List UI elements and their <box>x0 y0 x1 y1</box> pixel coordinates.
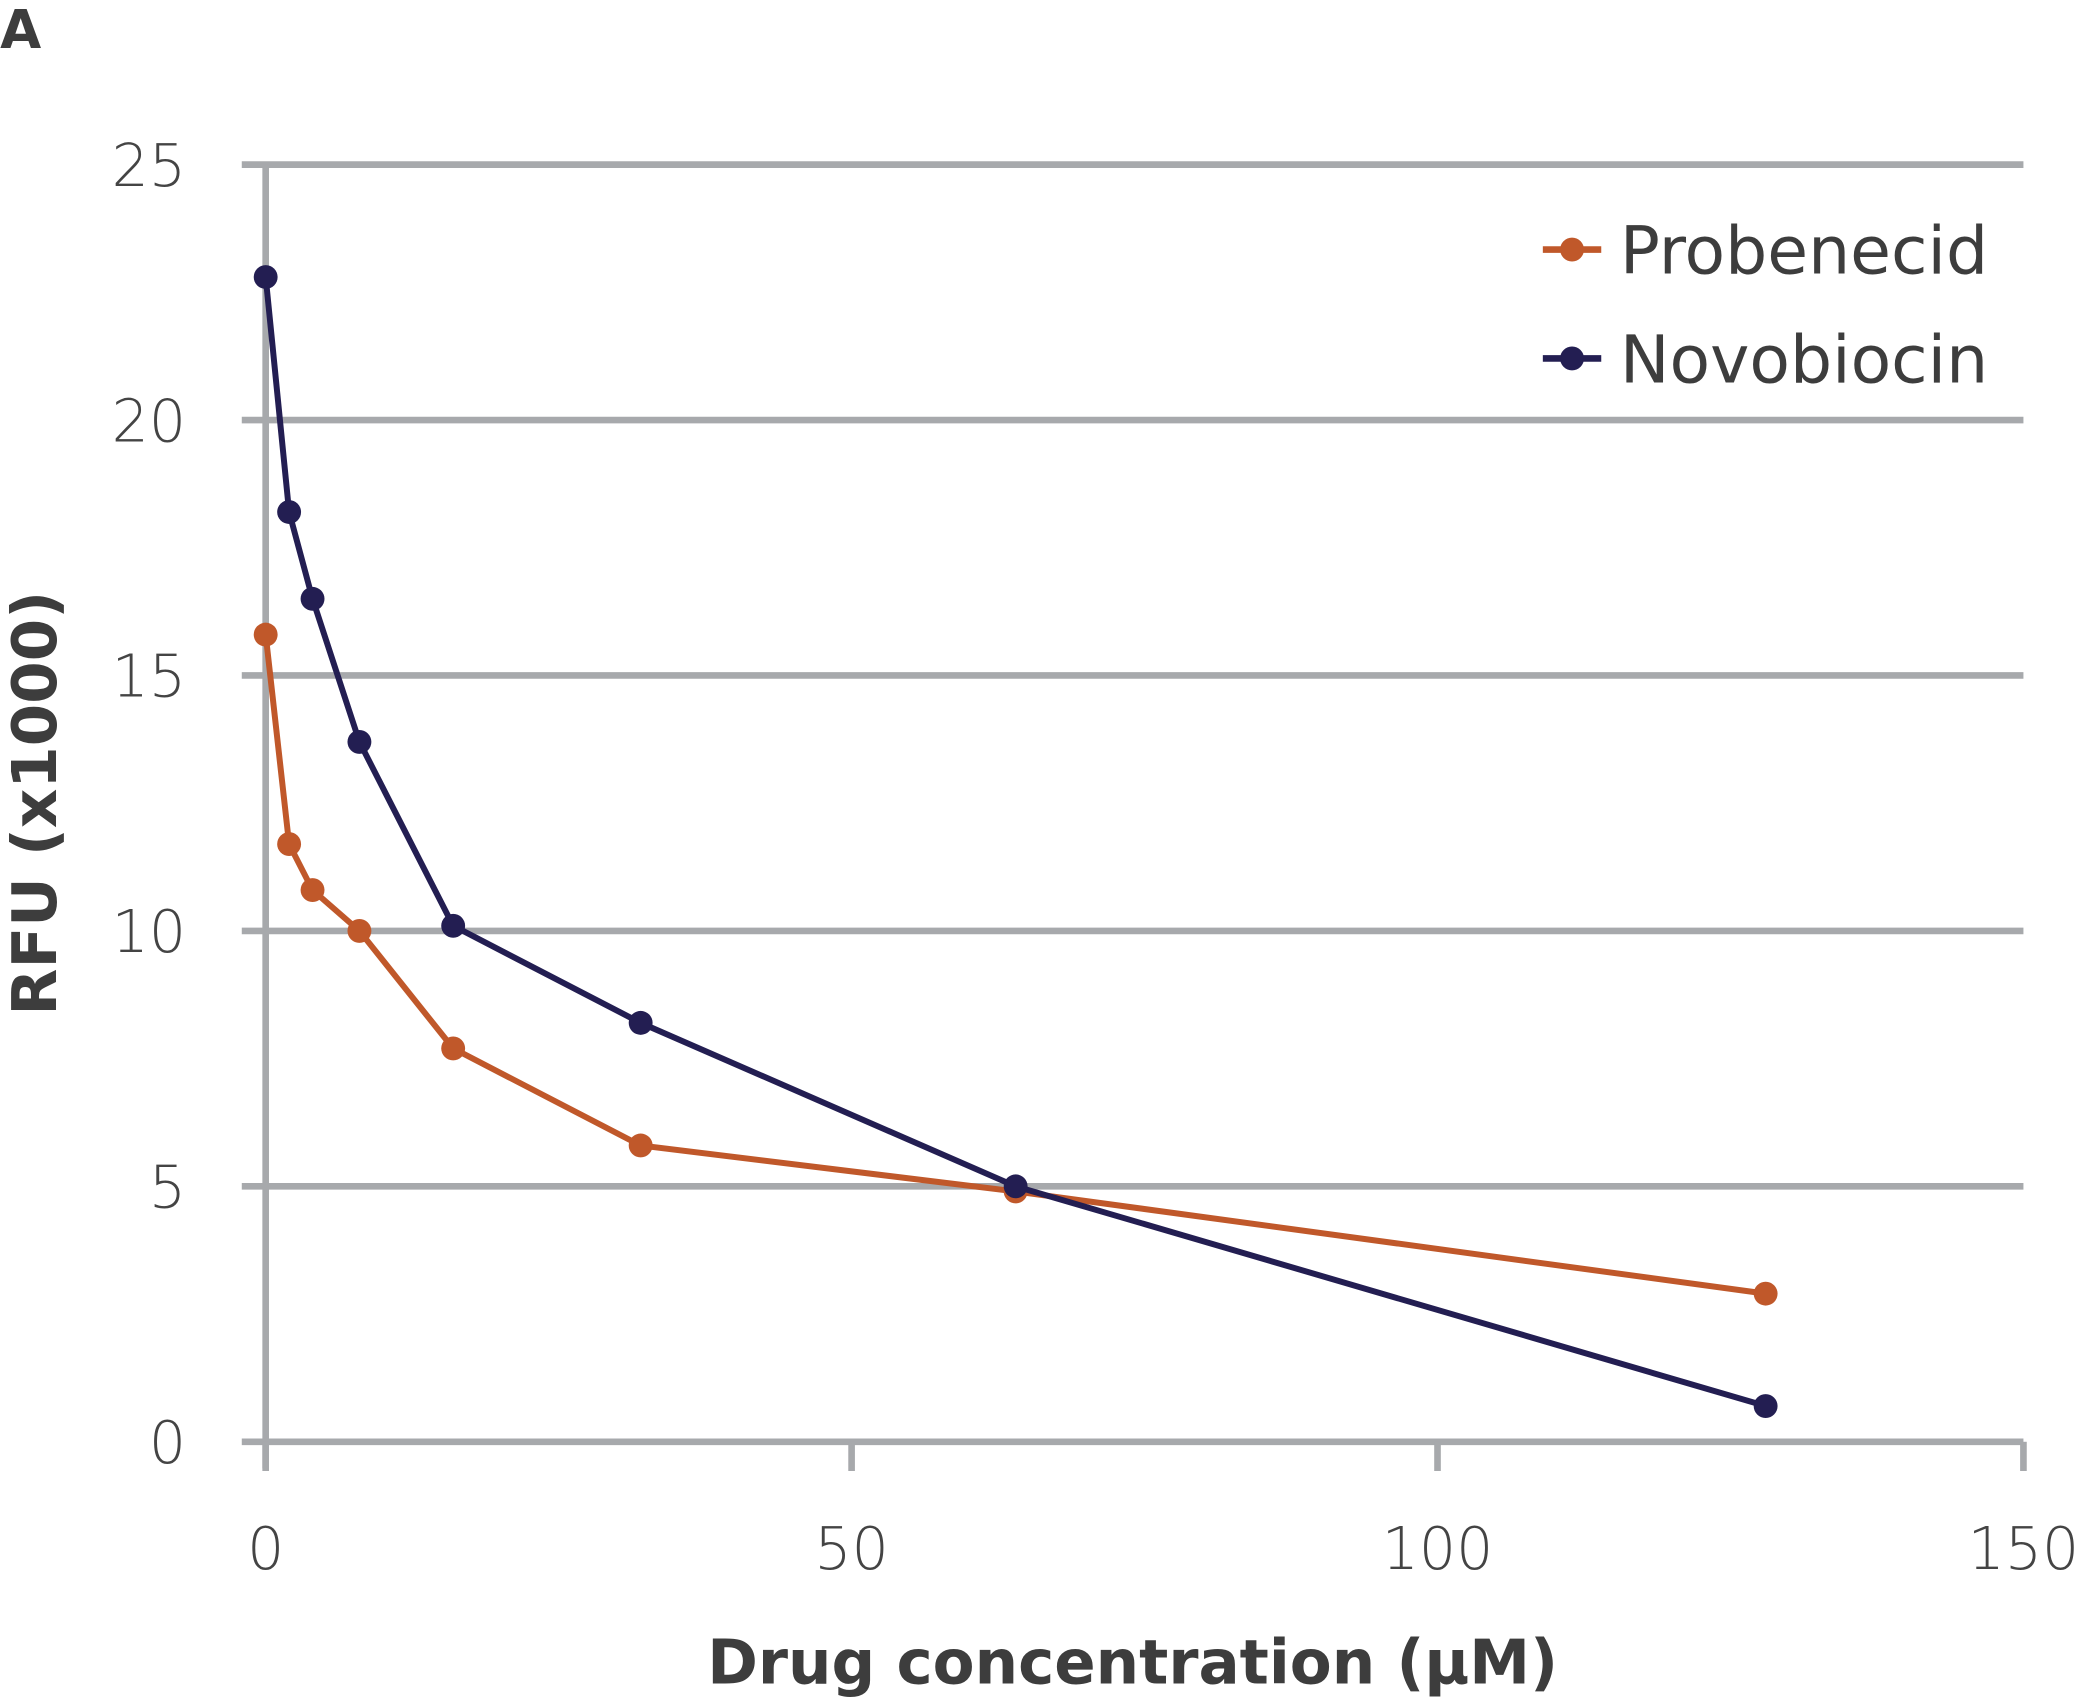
data-point <box>253 265 278 289</box>
data-point <box>628 1133 653 1158</box>
x-axis-label: Drug concentration (μM) <box>707 1627 1558 1698</box>
panel-label: A <box>0 0 41 61</box>
data-point <box>441 1036 466 1061</box>
series-novobiocin <box>253 265 1778 1418</box>
legend-swatch-marker <box>1560 237 1584 262</box>
legend: Probenecid Novobiocin <box>1542 211 1988 398</box>
data-point <box>1753 1394 1778 1418</box>
data-point <box>253 622 278 647</box>
gridlines <box>241 161 2027 1471</box>
y-tick-label: 15 <box>112 643 186 711</box>
y-axis-label: RFU (x1000) <box>0 591 71 1016</box>
data-point <box>347 729 372 754</box>
legend-label: Probenecid <box>1620 211 1988 289</box>
x-tick-label: 100 <box>1382 1515 1493 1583</box>
y-tick-label: 25 <box>112 132 186 200</box>
x-tick-label: 150 <box>1968 1515 2079 1583</box>
data-point <box>300 586 325 611</box>
data-point <box>1003 1174 1028 1199</box>
x-tick-label: 0 <box>247 1515 284 1583</box>
y-tick-label: 5 <box>149 1154 186 1222</box>
data-point <box>277 832 302 857</box>
data-point <box>300 878 325 903</box>
data-point <box>277 500 302 524</box>
data-point <box>347 918 372 943</box>
x-tick-label: 50 <box>814 1515 888 1583</box>
series-line <box>262 276 1767 1409</box>
legend-swatch-marker <box>1560 346 1584 371</box>
series-group <box>253 265 1778 1418</box>
y-tick-label: 0 <box>149 1409 186 1477</box>
y-tick-label: 10 <box>112 898 186 966</box>
data-point <box>1753 1281 1778 1306</box>
tick-labels: 0 5 10 15 20 25 0 50 100 150 <box>112 132 2079 1583</box>
legend-label: Novobiocin <box>1620 320 1988 398</box>
data-point <box>441 913 466 938</box>
y-tick-label: 20 <box>112 387 186 455</box>
series-probenecid <box>253 622 1778 1306</box>
data-point <box>628 1010 653 1035</box>
